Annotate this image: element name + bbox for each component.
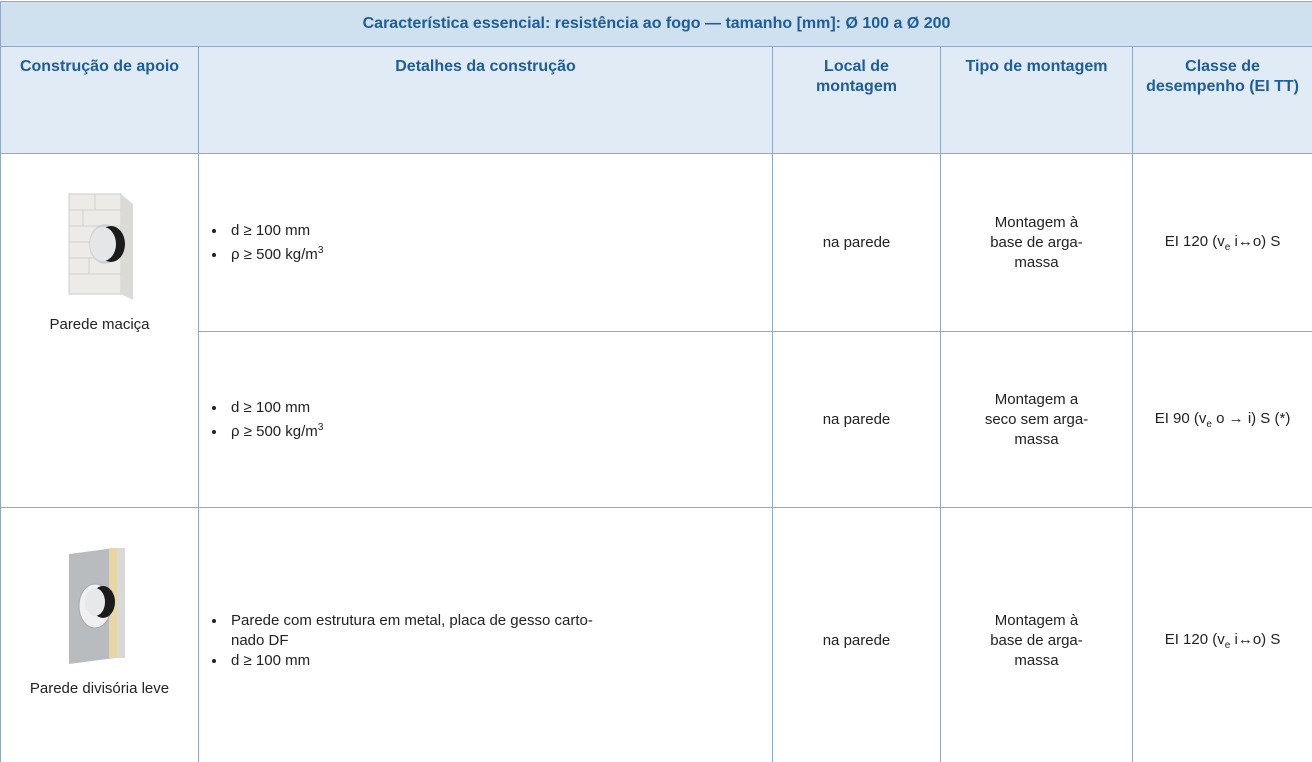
class-text: o → i) S (*)	[1211, 409, 1291, 427]
column-header: Tipo de montagem	[940, 46, 1133, 154]
class-subscript: e	[1206, 418, 1212, 430]
detail-item: ρ ≥ 500 kg/m3	[227, 241, 762, 265]
mounting-line: base de arga-	[990, 233, 1083, 251]
detail-text: ρ ≥ 500 kg/m	[231, 245, 318, 263]
class-cell: EI 90 (ve o → i) S (*)	[1131, 331, 1312, 508]
mounting-line: massa	[1014, 430, 1059, 448]
detail-text: ρ ≥ 500 kg/m	[231, 422, 318, 440]
class-subscript: e	[1224, 639, 1231, 651]
support-cell: Parede maciça	[0, 153, 199, 508]
detail-superscript: 3	[317, 244, 324, 256]
detail-item: d ≥ 100 mm	[227, 221, 762, 241]
column-header: Local de montagem	[772, 46, 941, 154]
mounting-cell: Montagem a seco sem arga-massa	[940, 331, 1133, 508]
detail-text: d ≥ 100 mm	[231, 398, 311, 416]
table-row: Parede divisória leve Parede com estrutur…	[0, 507, 1312, 762]
detail-line: Parede com estrutura em metal, placa de …	[231, 611, 593, 629]
details-list: d ≥ 100 mm ρ ≥ 500 kg/m3	[209, 398, 762, 442]
mounting-cell: Montagem à base de arga-massa	[940, 153, 1133, 332]
detail-item: d ≥ 100 mm	[227, 651, 762, 671]
support-label: Parede divisória leve	[29, 680, 170, 697]
detail-item: d ≥ 100 mm	[227, 398, 762, 418]
details-cell: Parede com estrutura em metal, placa de …	[198, 507, 773, 762]
detail-text: d ≥ 100 mm	[231, 651, 311, 669]
mounting-cell: Montagem à base de arga-massa	[940, 507, 1133, 762]
class-cell: EI 120 (ve i↔o) S	[1131, 153, 1312, 332]
detail-superscript: 3	[317, 421, 324, 433]
class-text: EI 120 (v	[1164, 232, 1225, 250]
mounting-line: massa	[1014, 253, 1059, 271]
mounting-line: Montagem à	[994, 611, 1079, 629]
mounting-line: Montagem à	[994, 213, 1079, 231]
mounting-line: base de arga-	[990, 631, 1083, 649]
class-text: EI 120 (v	[1164, 630, 1225, 648]
location-cell: na parede	[772, 507, 941, 762]
detail-item: ρ ≥ 500 kg/m3	[227, 418, 762, 442]
class-text: i↔o) S	[1230, 232, 1281, 250]
class-subscript: e	[1224, 241, 1231, 253]
detail-line: nado DF	[231, 631, 289, 649]
details-list: Parede com estrutura em metal, placa de …	[209, 611, 762, 671]
column-header: Classe de desempenho (EI TT)	[1131, 46, 1312, 154]
mounting-line: seco sem arga-	[984, 410, 1089, 428]
location-cell: na parede	[772, 331, 941, 508]
column-header: Detalhes da construção	[198, 46, 773, 154]
mounting-line: Montagem a	[994, 390, 1079, 408]
details-cell: d ≥ 100 mm ρ ≥ 500 kg/m3	[198, 331, 773, 508]
detail-item: Parede com estrutura em metal, placa de …	[227, 611, 762, 651]
support-cell: Parede divisória leve	[0, 507, 199, 762]
table-title: Característica essencial: resistência ao…	[0, 1, 1312, 47]
details-list: d ≥ 100 mm ρ ≥ 500 kg/m3	[209, 221, 762, 265]
class-text: i↔o) S	[1230, 630, 1281, 648]
location-cell: na parede	[772, 153, 941, 332]
column-header: Construção de apoio	[0, 46, 199, 154]
detail-text: d ≥ 100 mm	[231, 221, 311, 239]
details-cell: d ≥ 100 mm ρ ≥ 500 kg/m3	[198, 153, 773, 332]
support-label: Parede maciça	[49, 316, 150, 333]
class-text: EI 90 (v	[1154, 409, 1207, 427]
mounting-line: massa	[1014, 651, 1059, 669]
class-cell: EI 120 (ve i↔o) S	[1131, 507, 1312, 762]
